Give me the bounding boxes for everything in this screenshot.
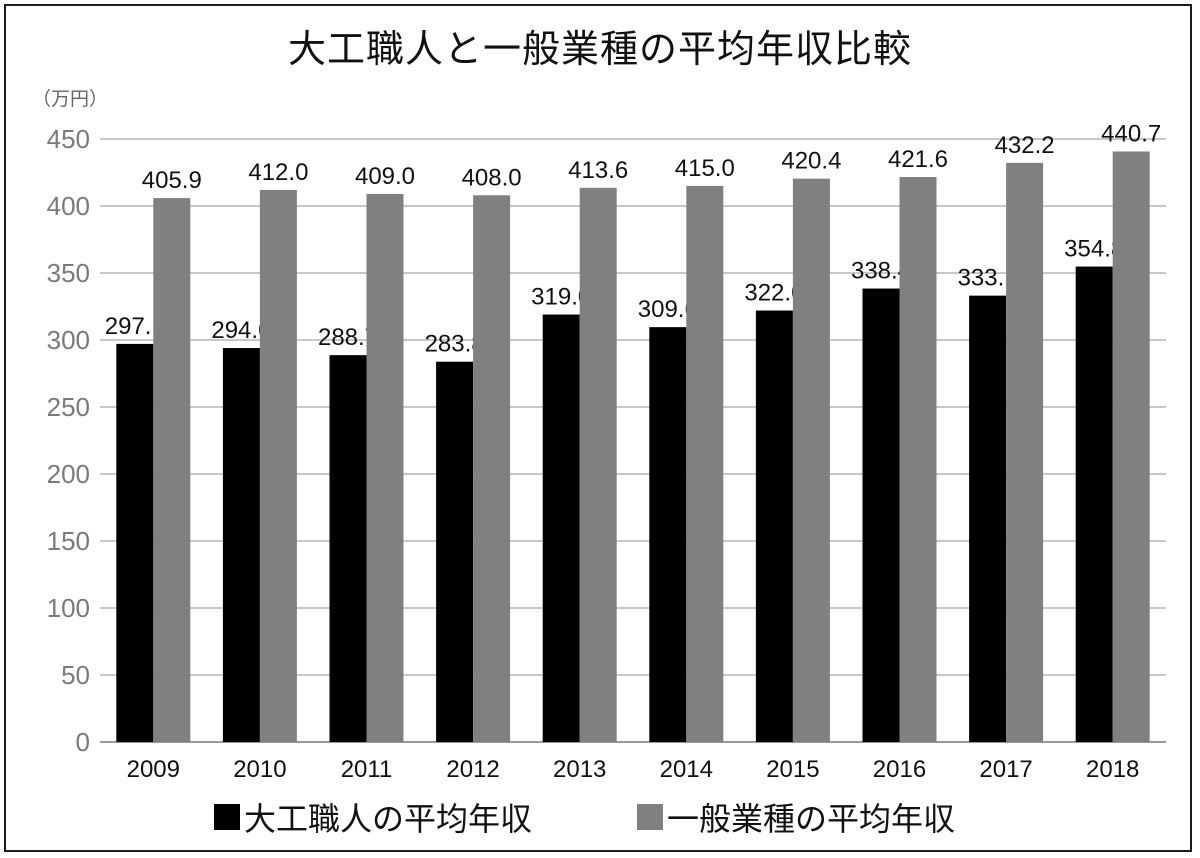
data-label-general: 415.0 <box>675 155 735 182</box>
y-tick-label: 100 <box>47 593 90 623</box>
data-label-general: 409.0 <box>355 163 415 190</box>
bar-carpenter <box>116 343 154 742</box>
x-tick-label: 2016 <box>873 756 926 783</box>
bar-general <box>1006 162 1044 743</box>
bar-carpenter <box>542 314 580 742</box>
bar-general <box>899 177 937 742</box>
bar-general <box>153 198 191 742</box>
y-tick-label: 350 <box>47 258 90 288</box>
x-tick-label: 2010 <box>233 756 286 783</box>
y-tick-label: 450 <box>47 124 90 154</box>
bar-carpenter <box>862 288 900 742</box>
bar-carpenter <box>969 295 1007 742</box>
y-axis-unit-label: （万円） <box>32 88 109 110</box>
legend-label-general: 一般業種の平均年収 <box>667 800 956 838</box>
bar-general <box>259 189 297 743</box>
data-label-general: 420.4 <box>781 148 841 175</box>
bar-carpenter <box>222 348 260 742</box>
x-tick-label: 2013 <box>553 756 606 783</box>
data-label-general: 412.0 <box>248 159 308 186</box>
data-label-general: 405.9 <box>142 167 202 194</box>
y-tick-label: 200 <box>47 459 90 489</box>
bar-general <box>366 193 404 742</box>
bar-carpenter <box>1075 266 1113 742</box>
bar-general <box>686 185 724 742</box>
y-tick-label: 150 <box>47 526 90 556</box>
bar-carpenter <box>755 310 793 742</box>
x-tick-label: 2011 <box>341 756 393 783</box>
bar-general <box>473 195 511 742</box>
legend-swatch-general <box>637 804 663 830</box>
y-tick-label: 250 <box>47 392 90 422</box>
chart-title: 大工職人と一般業種の平均年収比較 <box>287 27 912 71</box>
data-label-general: 421.6 <box>888 146 948 173</box>
x-tick-label: 2014 <box>660 756 713 783</box>
x-tick-label: 2015 <box>766 756 819 783</box>
bar-general <box>579 187 617 742</box>
x-tick-label: 2012 <box>446 756 499 783</box>
data-label-general: 413.6 <box>568 157 628 184</box>
legend-swatch-carpenter <box>214 804 240 830</box>
data-label-general: 408.0 <box>462 164 522 191</box>
bar-general <box>1112 151 1150 742</box>
y-tick-label: 50 <box>61 660 90 690</box>
y-tick-label: 300 <box>47 325 90 355</box>
bar-carpenter <box>329 355 367 742</box>
legend-item-carpenter: 大工職人の平均年収 <box>214 795 532 839</box>
bar-carpenter <box>649 327 687 742</box>
legend-item-general: 一般業種の平均年収 <box>637 795 955 839</box>
data-label-general: 440.7 <box>1101 120 1161 147</box>
x-tick-label: 2009 <box>127 756 180 783</box>
legend-label-carpenter: 大工職人の平均年収 <box>244 800 533 838</box>
bar-carpenter <box>436 361 474 742</box>
y-tick-label: 400 <box>47 191 90 221</box>
bar-general <box>792 178 830 742</box>
x-tick-label: 2017 <box>979 756 1032 783</box>
y-tick-label: 0 <box>76 727 90 757</box>
data-label-general: 432.2 <box>995 132 1055 159</box>
x-tick-label: 2018 <box>1086 756 1139 783</box>
